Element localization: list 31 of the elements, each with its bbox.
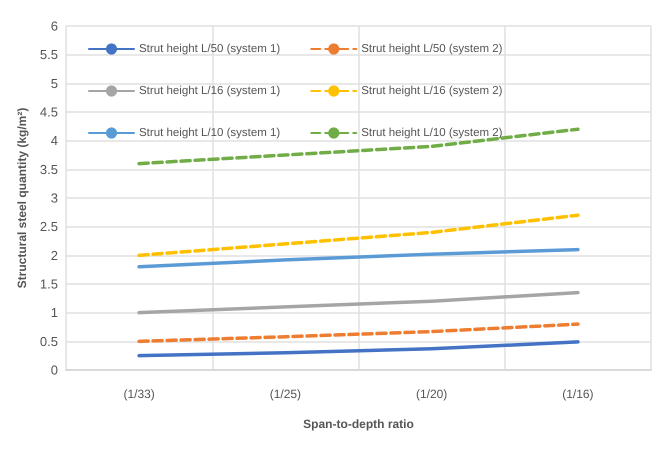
legend-label: Strut height L/10 (system 2) bbox=[361, 127, 503, 139]
y-tick-label: 1.5 bbox=[40, 276, 58, 292]
y-tick-label: 0.5 bbox=[40, 334, 58, 349]
y-tick-label: 4 bbox=[50, 133, 58, 148]
y-tick-label: 1 bbox=[50, 305, 58, 320]
legend-label: Strut height L/16 (system 1) bbox=[139, 85, 280, 97]
line-series bbox=[137, 290, 580, 314]
line-series bbox=[137, 322, 580, 344]
y-tick-label: 3 bbox=[50, 190, 58, 206]
y-tick-label: 0 bbox=[50, 362, 58, 378]
legend-label: Strut height L/10 (system 1) bbox=[139, 127, 280, 139]
legend-label: Strut height L/50 (system 1) bbox=[139, 43, 280, 55]
line-series bbox=[137, 127, 580, 166]
y-tick-label: 5 bbox=[50, 76, 58, 91]
x-axis-title: Span-to-depth ratio bbox=[303, 417, 414, 431]
y-tick-label: 4.5 bbox=[40, 104, 58, 120]
x-tick-label: (1/20) bbox=[416, 387, 448, 401]
y-tick-label: 5.5 bbox=[40, 47, 58, 62]
line-series bbox=[137, 248, 580, 269]
y-axis-title: Structural steel quantity (kg/m²) bbox=[15, 108, 29, 288]
y-tick-label: 6 bbox=[50, 18, 58, 34]
line-series bbox=[137, 340, 580, 358]
x-tick-label: (1/25) bbox=[270, 387, 302, 401]
y-tick-label: 2 bbox=[50, 248, 58, 263]
legend-label: Strut height L/16 (system 2) bbox=[361, 85, 503, 97]
x-tick-label: (1/16) bbox=[562, 387, 594, 401]
x-tick-label: (1/33) bbox=[123, 387, 155, 401]
legend-label: Strut height L/50 (system 2) bbox=[361, 43, 503, 55]
y-tick-label: 3.5 bbox=[40, 162, 58, 177]
y-tick-label: 2.5 bbox=[40, 219, 58, 234]
line-series bbox=[137, 213, 580, 258]
